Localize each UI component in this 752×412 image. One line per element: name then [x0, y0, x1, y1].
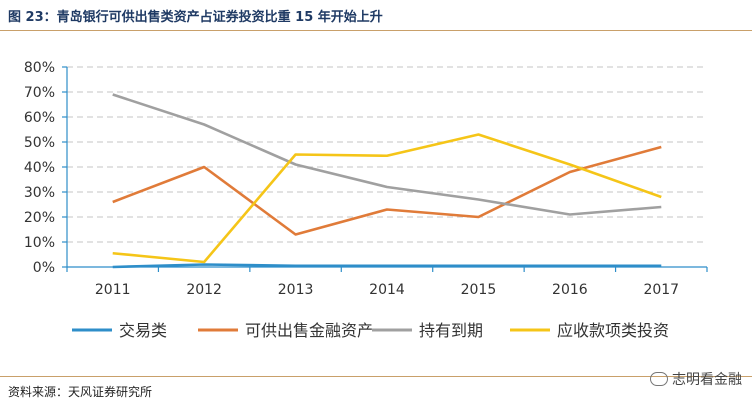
series-line-2 — [112, 145, 662, 236]
series-lines — [112, 93, 662, 269]
x-tick-label: 2011 — [95, 282, 131, 298]
line-chart: 0%10%20%30%40%50%60%70%80% 2011 2012 2013 2… — [24, 60, 708, 340]
watermark-text: 志明看金融 — [672, 372, 742, 388]
grid-lines — [67, 66, 707, 243]
watermark: 志明看金融 — [650, 369, 742, 389]
x-tick-label: 2013 — [278, 282, 314, 298]
legend: 交易类 可供出售金融资产 持有到期 应收款项类投资 — [72, 321, 669, 340]
wechat-icon — [650, 372, 668, 386]
y-axis-ticks: 0% 10% 20% 30% 40% 50% 60% 70% 80% — [24, 60, 55, 276]
legend-label: 应收款项类投资 — [557, 321, 669, 340]
y-tick-label: 20% — [24, 210, 55, 226]
x-tick-label: 2016 — [552, 282, 588, 298]
source-note: 资料来源：天风证券研究所 — [8, 385, 153, 399]
x-tick-label: 2014 — [369, 282, 405, 298]
series-line-1 — [112, 263, 662, 269]
y-tick-label: 80% — [24, 60, 55, 76]
y-tick-label: 60% — [24, 110, 55, 126]
x-tick-label: 2015 — [461, 282, 497, 298]
footer-divider — [0, 376, 752, 377]
series-line-4 — [112, 133, 662, 264]
title-divider — [0, 30, 752, 31]
x-tick-label: 2017 — [643, 282, 679, 298]
y-tick-label: 70% — [24, 85, 55, 101]
y-tick-label: 10% — [24, 235, 55, 251]
x-tick-label: 2012 — [186, 282, 222, 298]
figure-title: 图 23：青岛银行可供出售类资产占证券投资比重 15 年开始上升 — [8, 10, 383, 25]
series-line-3 — [112, 93, 662, 216]
y-tick-label: 0% — [33, 260, 55, 276]
legend-label: 持有到期 — [419, 321, 483, 340]
legend-label: 交易类 — [119, 321, 167, 340]
legend-label: 可供出售金融资产 — [245, 321, 373, 340]
y-tick-label: 40% — [24, 160, 55, 176]
x-axis: 2011 2012 2013 2014 2015 2016 2017 — [62, 66, 708, 298]
y-tick-label: 30% — [24, 185, 55, 201]
y-tick-label: 50% — [24, 135, 55, 151]
